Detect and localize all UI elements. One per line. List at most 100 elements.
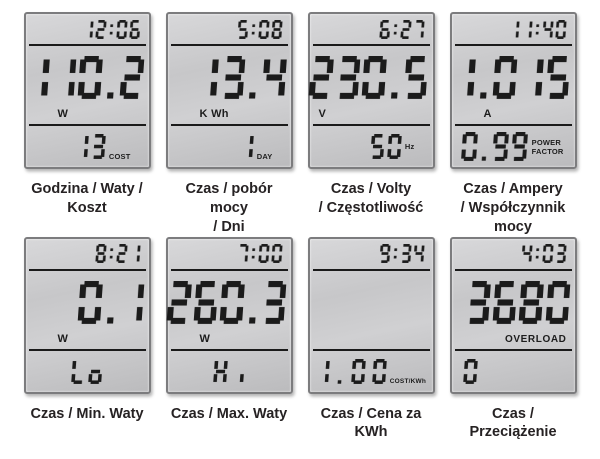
separator-line: [312, 44, 430, 46]
meter-cell: W Czas / Min. Waty: [23, 236, 151, 459]
main-value-display: [426, 281, 429, 324]
separator-line: [28, 124, 146, 126]
time-section: [310, 14, 433, 44]
caption: Czas / Ampery / Współczynnik mocy: [460, 181, 566, 235]
time-section: [452, 239, 575, 269]
main-value-display: [193, 56, 287, 99]
separator-line: [170, 124, 288, 126]
main-section: W: [26, 46, 149, 124]
separator-line: [170, 268, 288, 271]
time-display: [237, 244, 283, 264]
time-display: [237, 19, 283, 39]
caption: Czas / Cena za KWh: [320, 405, 422, 441]
lcd-panel: V Hz: [307, 12, 435, 169]
main-section: [310, 271, 433, 349]
bottom-section: [452, 351, 575, 392]
time-display: [521, 244, 567, 264]
time-display: [379, 19, 425, 39]
time-section: [168, 239, 291, 269]
main-section: W: [26, 271, 149, 349]
separator-line: [454, 348, 572, 351]
caption: Czas / pobór mocy / Dni: [185, 181, 273, 235]
separator-line: [170, 348, 288, 351]
separator-line: [312, 268, 430, 271]
unit-label: W: [57, 108, 69, 120]
time-section: [310, 239, 433, 269]
time-section: [168, 14, 291, 44]
main-value-display: [77, 280, 145, 324]
bottom-section: [26, 351, 149, 392]
bottom-section: POWER FACTOR: [452, 126, 575, 167]
bottom-value-display: [74, 134, 106, 159]
main-value-display: [466, 280, 571, 324]
unit-label: W: [57, 332, 69, 345]
separator-line: [312, 124, 430, 126]
caption: Godzina / Waty / Koszt: [31, 181, 143, 216]
bottom-value-display: [213, 359, 245, 384]
overload-label: OVERLOAD: [505, 333, 567, 345]
bottom-section: [168, 351, 291, 392]
meter-cell: W COST Godzina / Waty / Koszt: [23, 12, 151, 237]
meter-cell: K Wh DAY Czas / pobór mocy / Dni: [165, 12, 293, 237]
unit-label: A: [483, 108, 492, 120]
time-display: [82, 19, 140, 39]
meter-cell: OVERLOAD Czas / Przeciążenie: [449, 236, 577, 459]
separator-line: [454, 44, 572, 46]
main-value-display: [451, 56, 571, 99]
bottom-unit-label: COST: [108, 152, 131, 161]
main-value-display: [308, 56, 429, 99]
main-value-display: [25, 56, 145, 99]
bottom-unit-label: POWER FACTOR: [531, 137, 564, 156]
bottom-section: DAY: [168, 126, 291, 167]
main-section: V: [308, 46, 433, 124]
lcd-panel: K Wh DAY: [165, 12, 293, 169]
time-section: [26, 14, 149, 44]
separator-line: [312, 348, 430, 351]
time-section: [452, 14, 575, 44]
separator-line: [170, 44, 288, 46]
bottom-unit-label: COST/KWh: [389, 377, 427, 385]
bottom-unit-label: Hz: [404, 142, 415, 151]
main-section: K Wh: [168, 46, 291, 124]
main-section: OVERLOAD: [452, 271, 575, 349]
separator-line: [454, 268, 572, 271]
separator-line: [28, 268, 146, 271]
meter-cell: W Czas / Max. Waty: [165, 236, 293, 459]
caption: Czas / Min. Waty: [30, 405, 144, 422]
caption: Czas / Volty / Częstotliwość: [318, 181, 424, 216]
caption: Czas / Max. Waty: [170, 405, 288, 422]
time-display: [95, 244, 141, 264]
lcd-panel: W: [23, 236, 151, 394]
bottom-value-display: [239, 134, 254, 159]
bottom-section: Hz: [310, 126, 433, 167]
meter-cell: V Hz Czas / Volty / Częstotliwość: [307, 12, 435, 237]
lcd-panel: COST/KWh: [307, 236, 435, 394]
bottom-section: COST/KWh: [310, 351, 433, 392]
unit-label: V: [318, 108, 327, 120]
meter-cell: COST/KWh Czas / Cena za KWh: [307, 236, 435, 459]
time-display: [379, 244, 425, 264]
lcd-panel: W COST: [23, 12, 151, 169]
bottom-value-display: [461, 132, 529, 161]
bottom-value-display: [370, 134, 402, 159]
bottom-value-display: [315, 358, 387, 384]
time-display: [508, 19, 567, 39]
unit-label: W: [199, 332, 211, 345]
meter-cell: A POWER FACTOR Czas / Ampery / Współczyn…: [449, 12, 577, 237]
main-value-display: [166, 280, 287, 324]
main-section: W: [166, 271, 291, 349]
main-section: A: [452, 46, 575, 124]
unit-label: K Wh: [199, 108, 229, 120]
bottom-value-display: [462, 358, 478, 384]
lcd-panel: W: [165, 236, 293, 394]
lcd-panel: OVERLOAD: [449, 236, 577, 394]
bottom-unit-label: DAY: [256, 152, 273, 161]
separator-line: [454, 124, 572, 126]
separator-line: [28, 348, 146, 351]
lcd-panel: A POWER FACTOR: [449, 12, 577, 169]
caption: Czas / Przeciążenie: [469, 405, 557, 441]
separator-line: [28, 44, 146, 46]
time-section: [26, 239, 149, 269]
bottom-section: COST: [26, 126, 149, 167]
